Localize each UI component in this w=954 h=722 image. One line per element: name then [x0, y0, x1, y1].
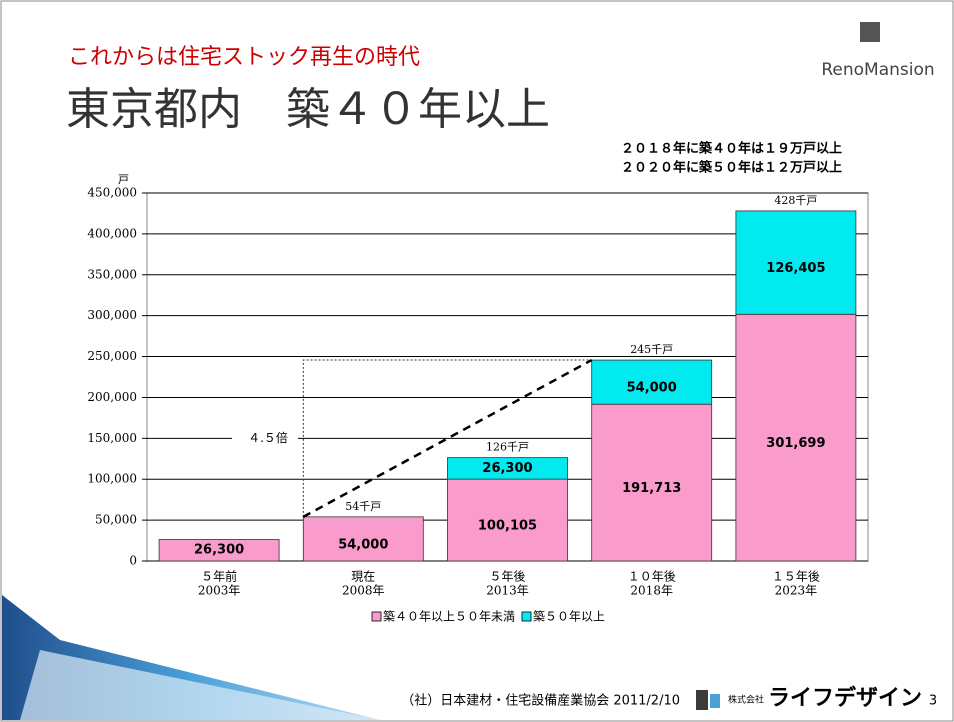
logo-text: RenoMansion	[821, 60, 934, 80]
y-unit: 戸	[118, 173, 129, 186]
legend-label: 築５０年以上	[533, 609, 605, 624]
total-label: 428千戸	[774, 194, 817, 207]
y-tick-label: 150,000	[87, 431, 137, 445]
data-label: 191,713	[622, 481, 681, 496]
y-tick-label: 200,000	[87, 390, 137, 404]
data-label: 301,699	[766, 436, 825, 451]
y-tick-label: 0	[129, 554, 137, 568]
slide: これからは住宅ストック再生の時代 東京都内 築４０年以上 RenoMansion…	[0, 0, 954, 722]
y-tick-label: 300,000	[87, 308, 137, 322]
y-tick-label: 100,000	[87, 472, 137, 486]
footer-source: （社）日本建材・住宅設備産業協会 2011/2/10	[401, 693, 680, 709]
y-tick-label: 400,000	[87, 226, 137, 240]
x-tick-label: 2003年	[198, 584, 241, 598]
data-label: 26,300	[194, 543, 244, 558]
y-tick-label: 50,000	[95, 513, 137, 527]
subtitle: これからは住宅ストック再生の時代	[68, 45, 420, 70]
logo-icon	[860, 22, 880, 42]
data-label: 26,300	[482, 461, 532, 476]
x-tick-label: 2023年	[775, 584, 818, 598]
legend-swatch	[372, 612, 381, 621]
data-label: 54,000	[627, 381, 677, 396]
total-label: 126千戸	[486, 441, 529, 454]
legend-label: 築４０年以上５０年未満	[383, 609, 515, 624]
x-tick-label: 2013年	[486, 584, 529, 598]
title: 東京都内 築４０年以上	[66, 84, 550, 135]
x-tick-label: 2008年	[342, 584, 385, 598]
x-tick-label: 2018年	[630, 584, 673, 598]
total-label: 245千戸	[630, 343, 673, 356]
data-label: 100,105	[478, 519, 537, 534]
note: ２０２０年に築５０年は１２万戸以上	[621, 160, 842, 176]
legend-swatch	[522, 612, 531, 621]
x-tick-label: １０年後	[628, 570, 676, 584]
y-tick-label: 350,000	[87, 267, 137, 281]
y-tick-label: 450,000	[87, 186, 137, 200]
data-label: 54,000	[338, 537, 388, 552]
x-tick-label: 現在	[351, 570, 375, 584]
company-prefix: 株式会社	[728, 694, 764, 706]
note: ２０１８年に築４０年は１９万戸以上	[621, 141, 842, 157]
x-tick-label: ５年前	[201, 569, 237, 584]
x-tick-label: ５年後	[489, 570, 525, 584]
company-logo-mark	[696, 690, 708, 710]
x-tick-label: １５年後	[772, 570, 820, 584]
page-number: 3	[929, 694, 937, 709]
company-logo-mark	[710, 694, 720, 708]
annotation: ４.５倍	[248, 430, 288, 445]
company-name: ライフデザイン	[768, 685, 922, 711]
total-label: 54千戸	[345, 500, 381, 513]
y-tick-label: 250,000	[87, 349, 137, 363]
data-label: 126,405	[766, 261, 825, 276]
